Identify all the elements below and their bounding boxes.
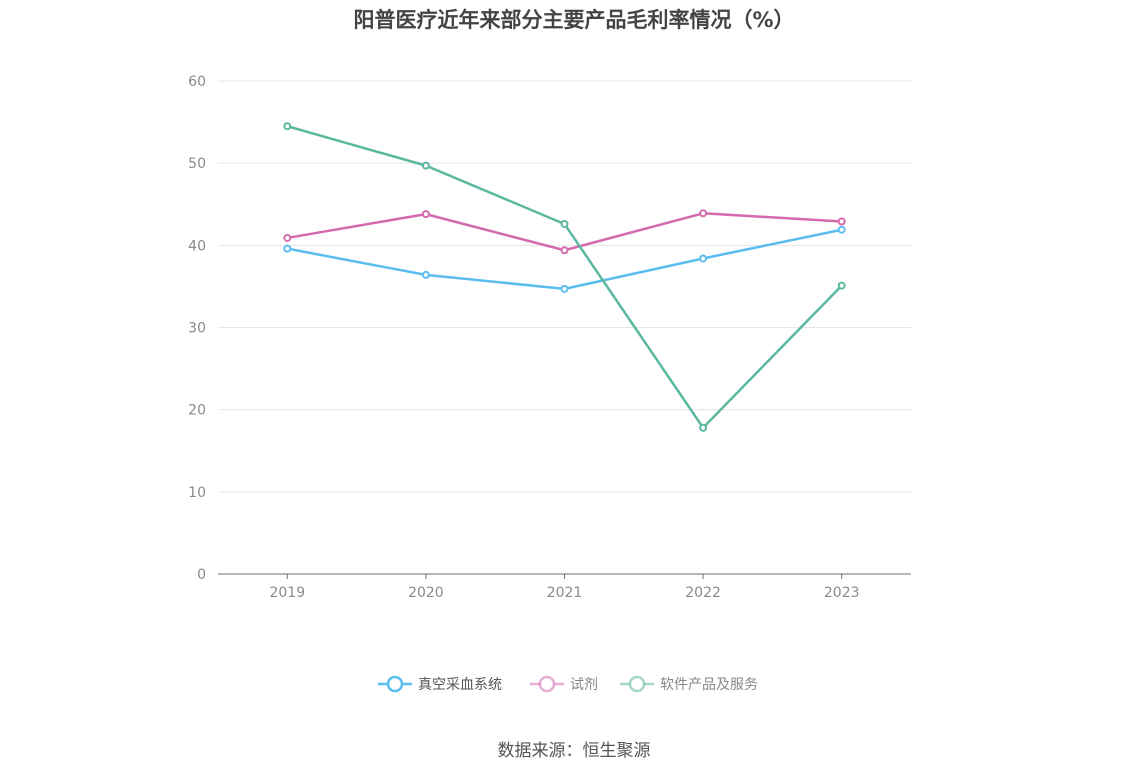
y-tick-label: 50 (188, 156, 206, 172)
data-point[interactable] (837, 217, 846, 226)
data-point[interactable] (699, 254, 708, 263)
legend[interactable]: 真空采血系统 试剂 软件产品及服务 (378, 675, 758, 693)
series-line (287, 228, 842, 291)
legend-item[interactable]: 真空采血系统 (378, 675, 502, 693)
data-point[interactable] (421, 270, 430, 279)
x-tick-label: 2023 (824, 585, 860, 601)
x-tick-label: 2020 (408, 585, 444, 601)
y-tick-label: 20 (188, 403, 206, 419)
data-point[interactable] (699, 209, 708, 218)
x-tick-label: 2021 (547, 585, 583, 601)
chart-title: 阳普医疗近年来部分主要产品毛利率情况（%） (353, 8, 795, 32)
x-tick-label: 2022 (685, 585, 721, 601)
axes: 0 10 20 30 40 50 60 2019 2020 2021 2022 2023 (188, 74, 911, 601)
data-point[interactable] (421, 161, 430, 170)
y-tick-label: 0 (197, 567, 206, 583)
legend-item[interactable]: 试剂 (530, 675, 598, 693)
y-tick-label: 30 (188, 321, 206, 337)
legend-label: 软件产品及服务 (660, 677, 758, 693)
legend-marker-icon (538, 675, 556, 693)
data-point[interactable] (837, 281, 846, 290)
legend-label: 试剂 (570, 677, 598, 693)
data-point[interactable] (560, 219, 569, 228)
data-point[interactable] (699, 423, 708, 432)
data-point[interactable] (837, 225, 846, 234)
data-source: 数据来源：恒生聚源 (497, 741, 651, 761)
data-point[interactable] (560, 284, 569, 293)
grid-lines (218, 80, 911, 493)
data-point[interactable] (283, 244, 292, 253)
series-line (286, 124, 843, 429)
data-point[interactable] (283, 233, 292, 242)
legend-marker-icon (628, 675, 646, 693)
series-lines (283, 122, 846, 432)
data-point[interactable] (283, 122, 292, 131)
legend-item[interactable]: 软件产品及服务 (620, 675, 758, 693)
series-line (287, 212, 842, 252)
legend-label: 真空采血系统 (418, 677, 502, 693)
x-tick-label: 2019 (269, 585, 305, 601)
y-tick-label: 40 (188, 238, 206, 254)
legend-marker-icon (386, 675, 404, 693)
y-tick-label: 60 (188, 74, 206, 90)
y-tick-label: 10 (188, 485, 206, 501)
data-point[interactable] (421, 210, 430, 219)
data-point[interactable] (560, 246, 569, 255)
